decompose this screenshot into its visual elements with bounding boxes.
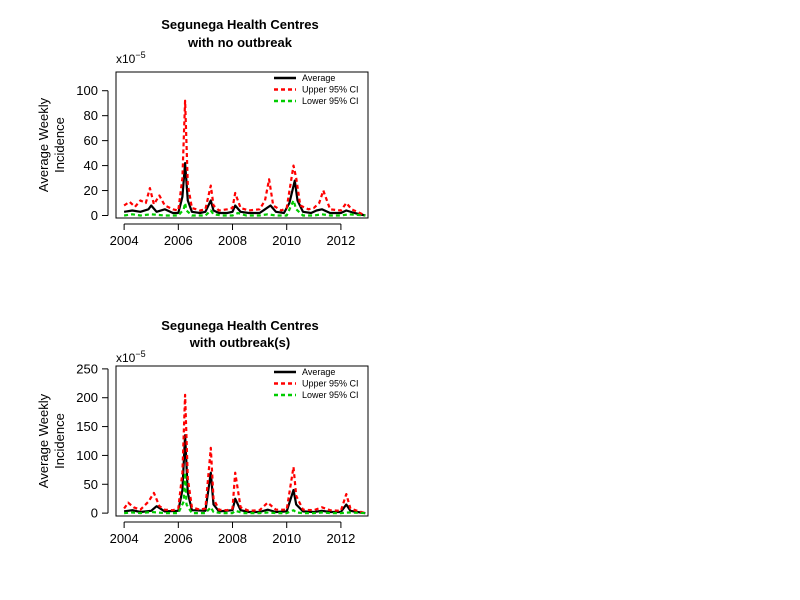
plot-frame <box>115 365 369 517</box>
x-tick-label: 2010 <box>272 531 301 546</box>
x-tick-label: 2006 <box>164 531 193 546</box>
series-line-upper <box>123 393 366 515</box>
y-axis-label-line2: Incidence <box>52 117 67 173</box>
plot-frame <box>115 71 369 219</box>
series-line-average <box>123 162 366 217</box>
y-tick-label: 80 <box>84 108 98 123</box>
chart-title-line1: Segunega Health Centres <box>161 17 319 32</box>
y-scale-exponent: −5 <box>135 50 145 60</box>
y-tick-label: 150 <box>76 419 98 434</box>
chart-title-line1: Segunega Health Centres <box>161 318 319 333</box>
y-scale-label: x10−5 <box>116 349 146 365</box>
y-axis-label-line1: Average Weekly <box>36 97 51 192</box>
chart-panel-no-outbreak: Segunega Health Centres with no outbreak x… <box>36 17 369 248</box>
x-tick-label: 2006 <box>164 233 193 248</box>
y-tick-label: 50 <box>84 477 98 492</box>
y-tick-label: 250 <box>76 361 98 376</box>
y-tick-label: 100 <box>76 448 98 463</box>
legend-label-upper: Upper 95% CI <box>302 85 359 95</box>
y-tick-label: 200 <box>76 390 98 405</box>
legend-label-lower: Lower 95% CI <box>302 96 359 106</box>
y-scale-exponent: −5 <box>135 349 145 359</box>
series-line-average <box>123 434 366 515</box>
y-tick-label: 60 <box>84 133 98 148</box>
x-tick-label: 2004 <box>110 531 139 546</box>
x-tick-label: 2012 <box>326 531 355 546</box>
series-line-lower <box>124 471 366 515</box>
x-tick-label: 2012 <box>326 233 355 248</box>
x-tick-label: 2010 <box>272 233 301 248</box>
x-tick-label: 2008 <box>218 233 247 248</box>
y-tick-label: 100 <box>76 83 98 98</box>
y-tick-label: 0 <box>91 208 98 223</box>
chart-title-line2: with outbreak(s) <box>189 335 290 350</box>
y-tick-label: 0 <box>91 506 98 521</box>
series-line-lower <box>123 199 366 217</box>
x-tick-label: 2004 <box>110 233 139 248</box>
legend-label-average: Average <box>302 367 335 377</box>
series-line-upper <box>123 99 366 217</box>
chart-title-line2: with no outbreak <box>187 35 293 50</box>
legend-label-lower: Lower 95% CI <box>302 390 359 400</box>
y-axis-label-line1: Average Weekly <box>36 393 51 488</box>
x-tick-label: 2008 <box>218 531 247 546</box>
chart-panel-with-outbreaks: Segunega Health Centres with outbreak(s) x… <box>36 318 369 546</box>
y-tick-label: 40 <box>84 158 98 173</box>
y-tick-label: 20 <box>84 183 98 198</box>
y-scale-label: x10−5 <box>116 50 146 66</box>
legend-label-average: Average <box>302 73 335 83</box>
legend-label-upper: Upper 95% CI <box>302 379 359 389</box>
y-axis-label-line2: Incidence <box>52 413 67 469</box>
